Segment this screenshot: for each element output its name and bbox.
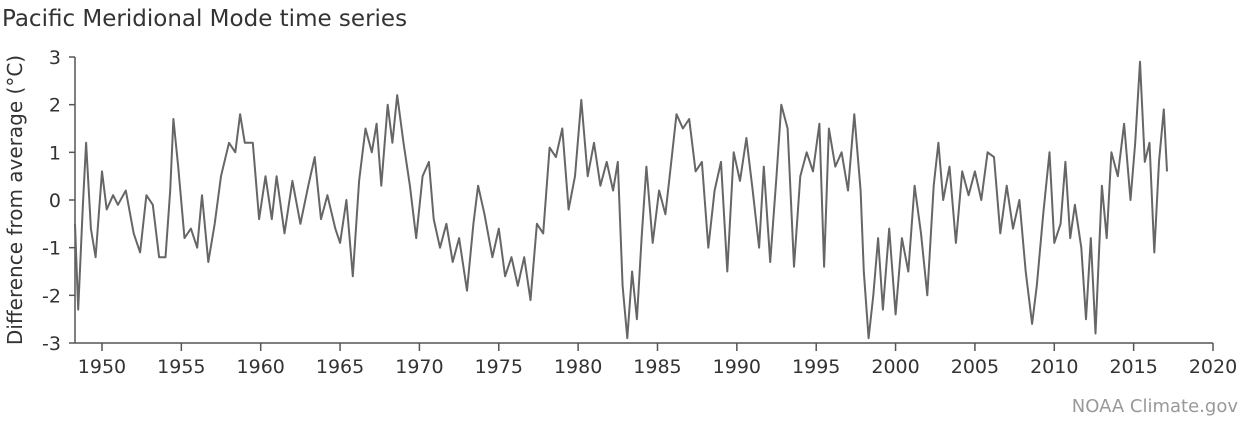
x-tick-label: 1960 bbox=[237, 356, 285, 378]
x-tick-label: 1965 bbox=[316, 356, 364, 378]
y-tick-label: -3 bbox=[42, 333, 61, 355]
y-tick-label: 0 bbox=[49, 190, 61, 212]
chart-title: Pacific Meridional Mode time series bbox=[2, 6, 407, 32]
x-tick-label: 2005 bbox=[951, 356, 999, 378]
y-tick-label: 2 bbox=[49, 95, 61, 117]
y-tick-label: -2 bbox=[42, 285, 61, 307]
x-tick-label: 2020 bbox=[1189, 356, 1237, 378]
x-tick-label: 1980 bbox=[554, 356, 602, 378]
y-tick-label: -1 bbox=[42, 238, 61, 260]
credit: NOAA Climate.gov bbox=[1072, 396, 1239, 417]
x-tick-label: 1995 bbox=[792, 356, 840, 378]
y-tick-label: 3 bbox=[49, 47, 61, 69]
x-tick-label: 1970 bbox=[395, 356, 443, 378]
data-line bbox=[74, 60, 1168, 340]
y-axis-label: Difference from average (°C) bbox=[3, 55, 27, 345]
x-tick-label: 2010 bbox=[1030, 356, 1078, 378]
x-tick-label: 1950 bbox=[78, 356, 126, 378]
x-tick-label: 2015 bbox=[1109, 356, 1157, 378]
x-tick-label: 1990 bbox=[713, 356, 761, 378]
x-tick-label: 1955 bbox=[157, 356, 205, 378]
x-tick-label: 1975 bbox=[475, 356, 523, 378]
x-tick-label: 1985 bbox=[633, 356, 681, 378]
y-tick-label: 1 bbox=[49, 142, 61, 164]
x-tick-label: 2000 bbox=[871, 356, 919, 378]
